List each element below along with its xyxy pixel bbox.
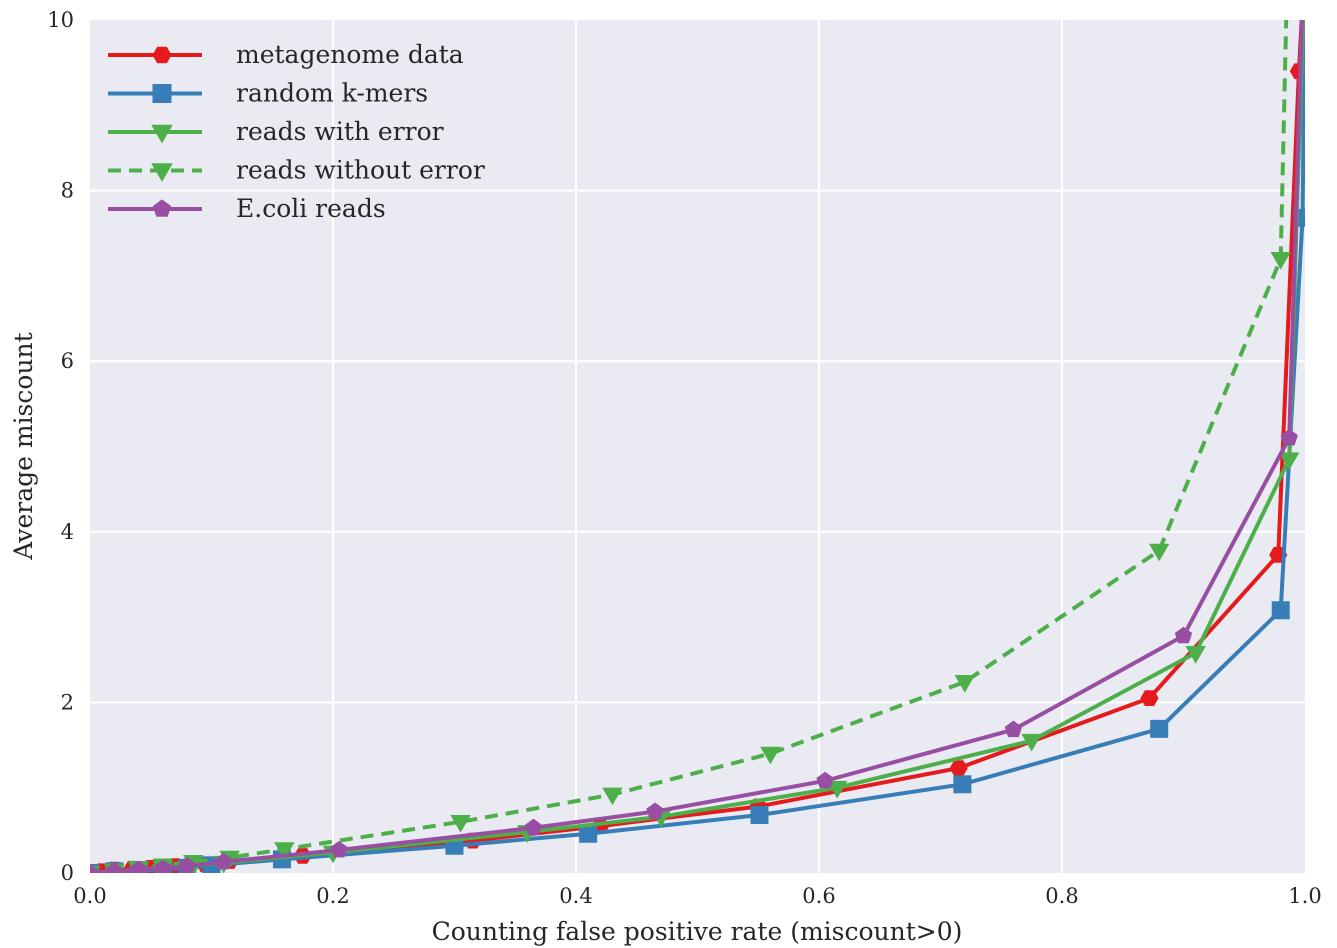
series-layer bbox=[90, 0, 1314, 873]
data-point-e-coli-reads bbox=[105, 862, 123, 873]
data-point-e-coli-reads bbox=[646, 802, 664, 819]
axis-ticks: 0.0 0.2 0.4 0.6 0.8 1.0 0 2 4 6 8 10 bbox=[47, 8, 1321, 908]
data-point-metagenome-data bbox=[1294, 0, 1311, 10]
y-tick-label: 8 bbox=[61, 179, 74, 203]
data-point-e-coli-reads bbox=[1280, 428, 1298, 446]
data-point-e-coli-reads bbox=[1174, 626, 1193, 644]
x-tick-label: 0.2 bbox=[316, 884, 349, 908]
legend-item-e-coli-reads: E.coli reads bbox=[108, 194, 386, 223]
legend-label-metagenome-data: metagenome data bbox=[236, 40, 464, 69]
y-tick-label: 10 bbox=[47, 8, 74, 32]
grid bbox=[90, 20, 1305, 873]
data-point-e-coli-reads bbox=[154, 859, 172, 873]
data-point-reads-without-error bbox=[602, 787, 623, 806]
data-point-metagenome-data bbox=[1140, 690, 1159, 706]
x-tick-label: 1.0 bbox=[1288, 884, 1321, 908]
legend-marker-metagenome-data bbox=[152, 46, 172, 64]
data-point-reads-without-error bbox=[274, 842, 295, 860]
data-point-e-coli-reads bbox=[178, 857, 196, 873]
data-point-e-coli-reads bbox=[214, 852, 233, 870]
data-point-random-k-mers bbox=[750, 805, 769, 824]
series-e-coli-reads bbox=[90, 0, 1310, 873]
data-point-reads-with-error bbox=[827, 780, 848, 799]
data-point-random-k-mers bbox=[579, 824, 598, 843]
y-tick-label: 2 bbox=[61, 690, 74, 714]
legend-marker-reads-without-error bbox=[151, 163, 173, 182]
data-point-reads-without-error bbox=[1148, 543, 1170, 562]
data-point-reads-without-error bbox=[1277, 0, 1296, 4]
data-point-reads-with-error bbox=[1021, 733, 1042, 752]
plot-background bbox=[90, 20, 1305, 873]
data-point-e-coli-reads bbox=[816, 771, 834, 789]
legend-marker-reads-with-error bbox=[151, 124, 173, 144]
legend-marker-e-coli-reads bbox=[152, 199, 172, 217]
legend-label-reads-without-error: reads without error bbox=[236, 156, 485, 185]
y-tick-label: 0 bbox=[61, 861, 74, 885]
data-point-random-k-mers bbox=[1297, 0, 1314, 3]
data-point-reads-with-error bbox=[1185, 646, 1206, 664]
legend-label-reads-with-error: reads with error bbox=[236, 117, 444, 146]
x-tick-label: 0.6 bbox=[802, 884, 835, 908]
data-point-metagenome-data bbox=[949, 760, 968, 776]
data-point-random-k-mers bbox=[953, 775, 972, 794]
data-point-e-coli-reads bbox=[90, 863, 99, 873]
data-point-reads-with-error bbox=[1278, 452, 1300, 471]
data-point-reads-without-error bbox=[450, 814, 471, 833]
data-point-random-k-mers bbox=[1271, 601, 1290, 620]
data-point-e-coli-reads bbox=[1294, 0, 1310, 1]
legend-label-random-k-mers: random k-mers bbox=[236, 79, 428, 108]
x-tick-label: 0.8 bbox=[1045, 884, 1078, 908]
data-point-e-coli-reads bbox=[129, 860, 148, 873]
data-point-e-coli-reads bbox=[524, 818, 543, 836]
legend-marker-random-k-mers bbox=[152, 84, 172, 103]
data-point-e-coli-reads bbox=[1004, 720, 1023, 738]
legend-item-reads-with-error: reads with error bbox=[108, 117, 444, 146]
legend: metagenome data random k-mers reads with e… bbox=[108, 40, 485, 223]
legend-item-metagenome-data: metagenome data bbox=[108, 40, 464, 69]
data-point-reads-without-error bbox=[1270, 251, 1291, 270]
data-point-reads-with-error bbox=[1294, 0, 1313, 4]
data-point-e-coli-reads bbox=[330, 840, 348, 858]
legend-item-random-k-mers: random k-mers bbox=[108, 79, 428, 108]
legend-label-e-coli-reads: E.coli reads bbox=[236, 194, 386, 223]
x-axis-label: Counting false positive rate (miscount>0… bbox=[432, 917, 963, 946]
x-tick-label: 0.0 bbox=[73, 884, 106, 908]
y-tick-label: 4 bbox=[61, 520, 74, 544]
legend-item-reads-without-error: reads without error bbox=[108, 156, 485, 185]
x-tick-label: 0.4 bbox=[559, 884, 592, 908]
y-axis-label: Average miscount bbox=[9, 332, 38, 560]
data-point-random-k-mers bbox=[1150, 719, 1169, 738]
data-point-reads-without-error bbox=[760, 746, 781, 765]
y-tick-label: 6 bbox=[61, 349, 74, 373]
data-point-reads-without-error bbox=[954, 675, 976, 693]
